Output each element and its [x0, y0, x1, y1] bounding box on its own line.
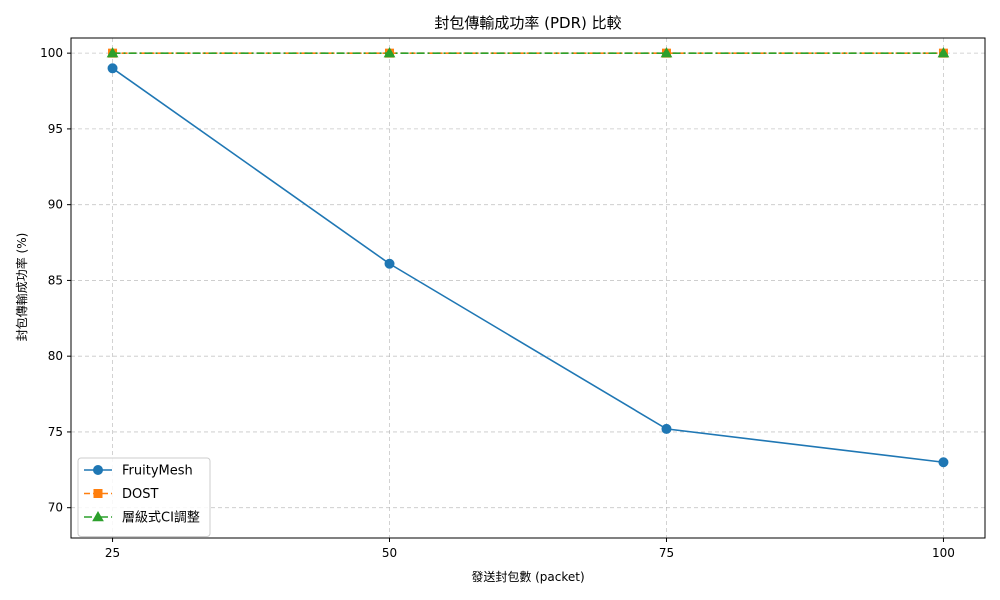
axis-ticks: 25 50 75 100 70 75 80 85 90 95 100: [40, 46, 955, 560]
series-line: [112, 67, 944, 464]
series-3: [106, 47, 950, 58]
data-point: [937, 47, 950, 58]
x-tick-label: 75: [659, 546, 674, 560]
series-layer: [106, 47, 950, 468]
x-tick-label: 50: [382, 546, 397, 560]
x-tick-label: 100: [932, 546, 955, 560]
y-tick-label: 90: [48, 198, 63, 212]
data-point: [384, 258, 395, 269]
plot-area-frame: [70, 37, 986, 539]
legend-label: FruityMesh: [122, 464, 193, 479]
y-tick-label: 95: [48, 122, 63, 136]
data-point: [660, 47, 673, 58]
data-point: [107, 63, 118, 74]
series-1: [107, 63, 949, 468]
y-tick-label: 85: [48, 273, 63, 287]
data-point: [938, 457, 949, 468]
x-tick-label: 25: [105, 546, 120, 560]
y-tick-label: 100: [40, 46, 63, 60]
data-point: [383, 47, 396, 58]
legend: FruityMesh DOST 層級式CI調整: [77, 457, 211, 537]
y-axis-title: 封包傳輸成功率 (%): [14, 233, 29, 342]
legend-label: 層級式CI調整: [122, 511, 200, 526]
x-axis-title: 發送封包數 (packet): [471, 569, 584, 584]
chart-title: 封包傳輸成功率 (PDR) 比較: [434, 14, 621, 32]
legend-item: 層級式CI調整: [84, 511, 200, 526]
y-tick-label: 70: [48, 501, 63, 515]
legend-label: DOST: [122, 487, 158, 502]
y-tick-label: 75: [48, 425, 63, 439]
legend-marker: [93, 489, 103, 498]
legend-item: DOST: [84, 487, 158, 502]
data-point: [661, 423, 672, 434]
legend-marker: [93, 465, 103, 475]
legend-marker: [92, 510, 104, 522]
legend-item: FruityMesh: [84, 464, 193, 479]
y-tick-label: 80: [48, 349, 63, 363]
data-point: [106, 47, 119, 58]
